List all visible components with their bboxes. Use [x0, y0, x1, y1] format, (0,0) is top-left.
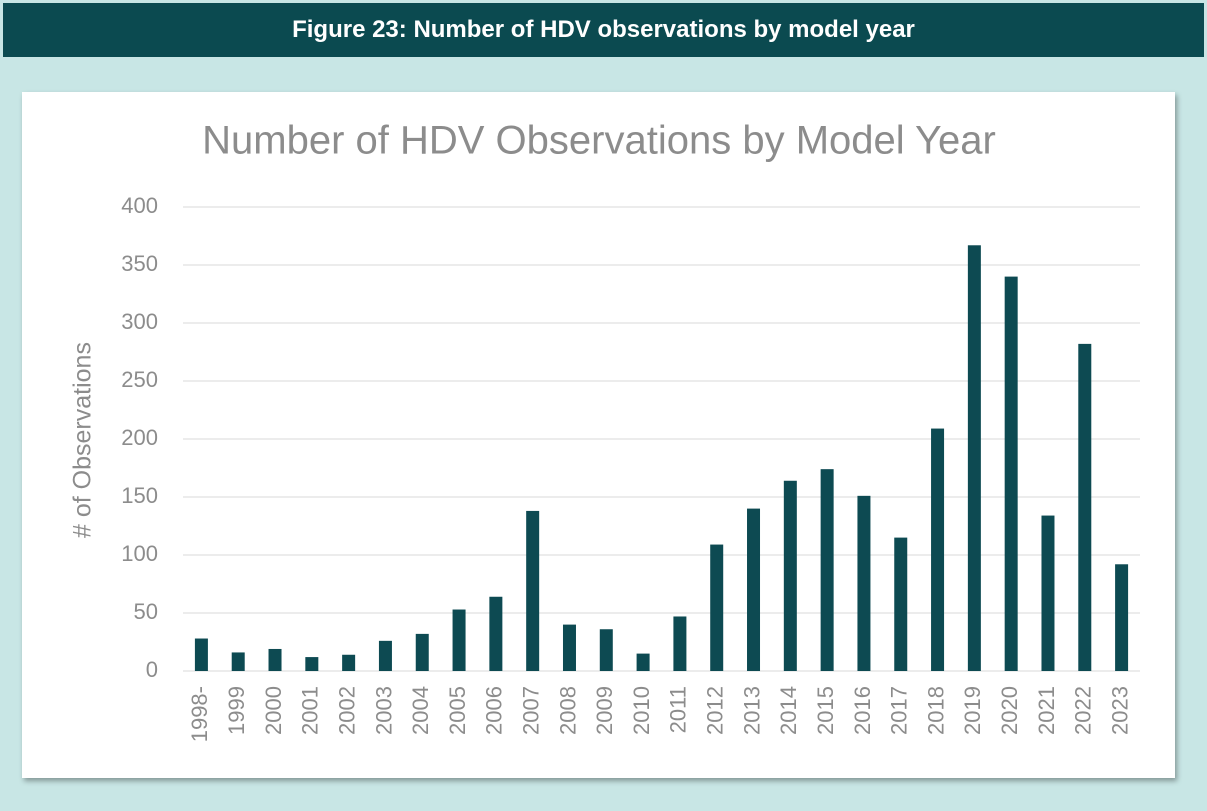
- x-tick-label: 2018: [923, 686, 948, 735]
- figure-caption: Figure 23: Number of HDV observations by…: [3, 3, 1204, 57]
- chart-card: [22, 92, 1175, 778]
- bar: [415, 633, 429, 671]
- bar: [1041, 515, 1055, 671]
- x-tick-label: 2013: [739, 686, 764, 735]
- bar: [194, 638, 208, 671]
- bar: [894, 537, 908, 671]
- x-tick-label: 2006: [482, 686, 507, 735]
- x-tick-label: 2007: [518, 686, 543, 735]
- bar: [599, 629, 613, 671]
- x-tick-label: 2014: [776, 686, 801, 735]
- x-tick-label: 2020: [997, 686, 1022, 735]
- bar: [710, 544, 724, 671]
- x-tick-label: 1998-: [187, 686, 212, 742]
- x-tick-label: 2005: [445, 686, 470, 735]
- y-tick-label: 100: [121, 541, 158, 566]
- bar: [1004, 276, 1018, 671]
- y-tick-label: 200: [121, 425, 158, 450]
- x-tick-label: 2010: [629, 686, 654, 735]
- x-tick-label: 2016: [850, 686, 875, 735]
- bar: [820, 469, 834, 671]
- bar: [305, 657, 319, 671]
- x-tick-label: 2004: [408, 686, 433, 735]
- bar: [857, 495, 871, 671]
- bar: [562, 624, 576, 671]
- bar: [747, 508, 761, 671]
- x-tick-label: 2012: [703, 686, 728, 735]
- y-tick-label: 0: [146, 657, 158, 682]
- y-axis-label: # of Observations: [69, 342, 97, 538]
- bar: [1078, 343, 1092, 671]
- bar: [231, 652, 245, 671]
- x-tick-label: 2008: [555, 686, 580, 735]
- x-tick-label: 2003: [371, 686, 396, 735]
- x-tick-label: 2001: [298, 686, 323, 735]
- x-tick-label: 2019: [960, 686, 985, 735]
- x-tick-label: 2009: [592, 686, 617, 735]
- bar: [378, 640, 392, 671]
- x-tick-label: 2000: [261, 686, 286, 735]
- y-tick-label: 250: [121, 367, 158, 392]
- bar: [783, 480, 797, 671]
- x-tick-label: 2021: [1034, 686, 1059, 735]
- bar: [452, 609, 466, 671]
- bar: [636, 653, 650, 671]
- y-tick-label: 50: [134, 599, 158, 624]
- x-tick-label: 2022: [1071, 686, 1096, 735]
- bar: [526, 510, 540, 671]
- y-tick-label: 150: [121, 483, 158, 508]
- x-tick-label: 2011: [666, 686, 691, 733]
- bar: [1115, 564, 1129, 671]
- y-tick-label: 350: [121, 251, 158, 276]
- bar: [268, 648, 282, 671]
- y-tick-label: 400: [121, 193, 158, 218]
- x-tick-label: 1999: [224, 686, 249, 735]
- x-tick-label: 2017: [887, 686, 912, 735]
- bar: [489, 596, 503, 671]
- bar: [931, 428, 945, 671]
- bar: [342, 654, 356, 671]
- y-tick-label: 300: [121, 309, 158, 334]
- bar: [967, 245, 981, 671]
- x-tick-label: 2015: [813, 686, 838, 735]
- bar: [673, 616, 687, 671]
- x-tick-label: 2002: [334, 686, 359, 735]
- x-tick-label: 2023: [1107, 686, 1132, 735]
- chart-title: Number of HDV Observations by Model Year: [202, 119, 996, 163]
